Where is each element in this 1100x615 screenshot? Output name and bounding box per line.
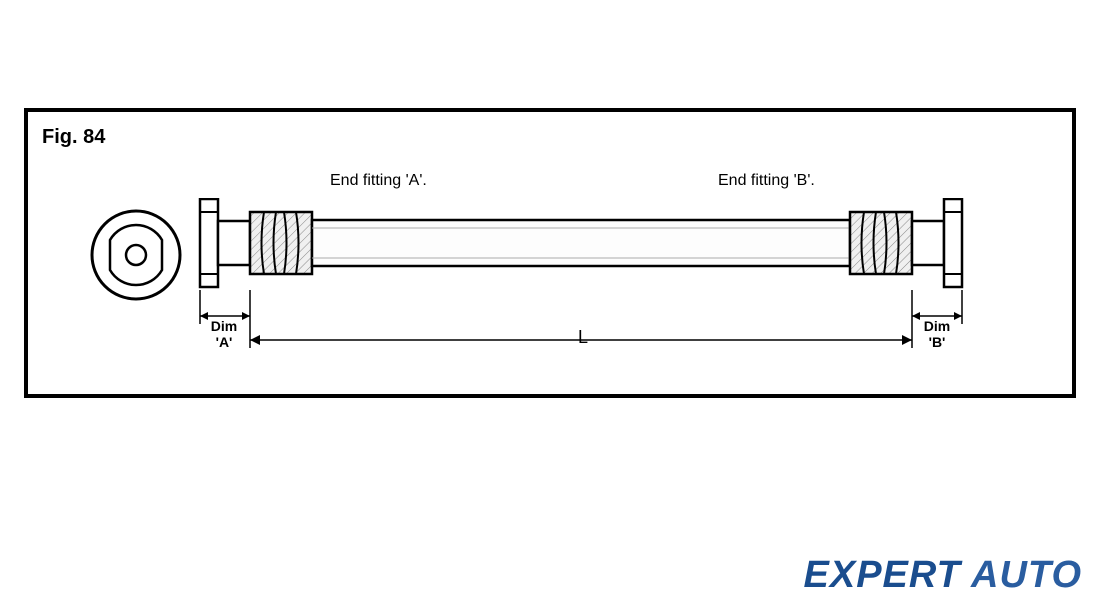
dim-b-text-bot: 'B' xyxy=(916,334,958,350)
diagram-area: Fig. 84 End fitting 'A'. End fitting 'B'… xyxy=(28,112,1072,394)
end-view-icon xyxy=(88,207,184,303)
dim-a-label: Dim 'A' xyxy=(203,318,245,350)
dim-b-text-top: Dim xyxy=(916,318,958,334)
brand-watermark: EXPERT AUTO xyxy=(804,554,1082,597)
brand-line2: AUTO xyxy=(971,554,1082,596)
dim-a-text-bot: 'A' xyxy=(203,334,245,350)
diagram-frame: Fig. 84 End fitting 'A'. End fitting 'B'… xyxy=(24,108,1076,398)
end-fitting-a-label: End fitting 'A'. xyxy=(330,172,427,190)
figure-number: Fig. 84 xyxy=(42,126,105,149)
dim-l-label: L xyxy=(578,327,588,348)
dim-a-text-top: Dim xyxy=(203,318,245,334)
brand-line1: EXPERT xyxy=(804,554,961,596)
dim-b-label: Dim 'B' xyxy=(916,318,958,350)
end-fitting-b-label: End fitting 'B'. xyxy=(718,172,815,190)
